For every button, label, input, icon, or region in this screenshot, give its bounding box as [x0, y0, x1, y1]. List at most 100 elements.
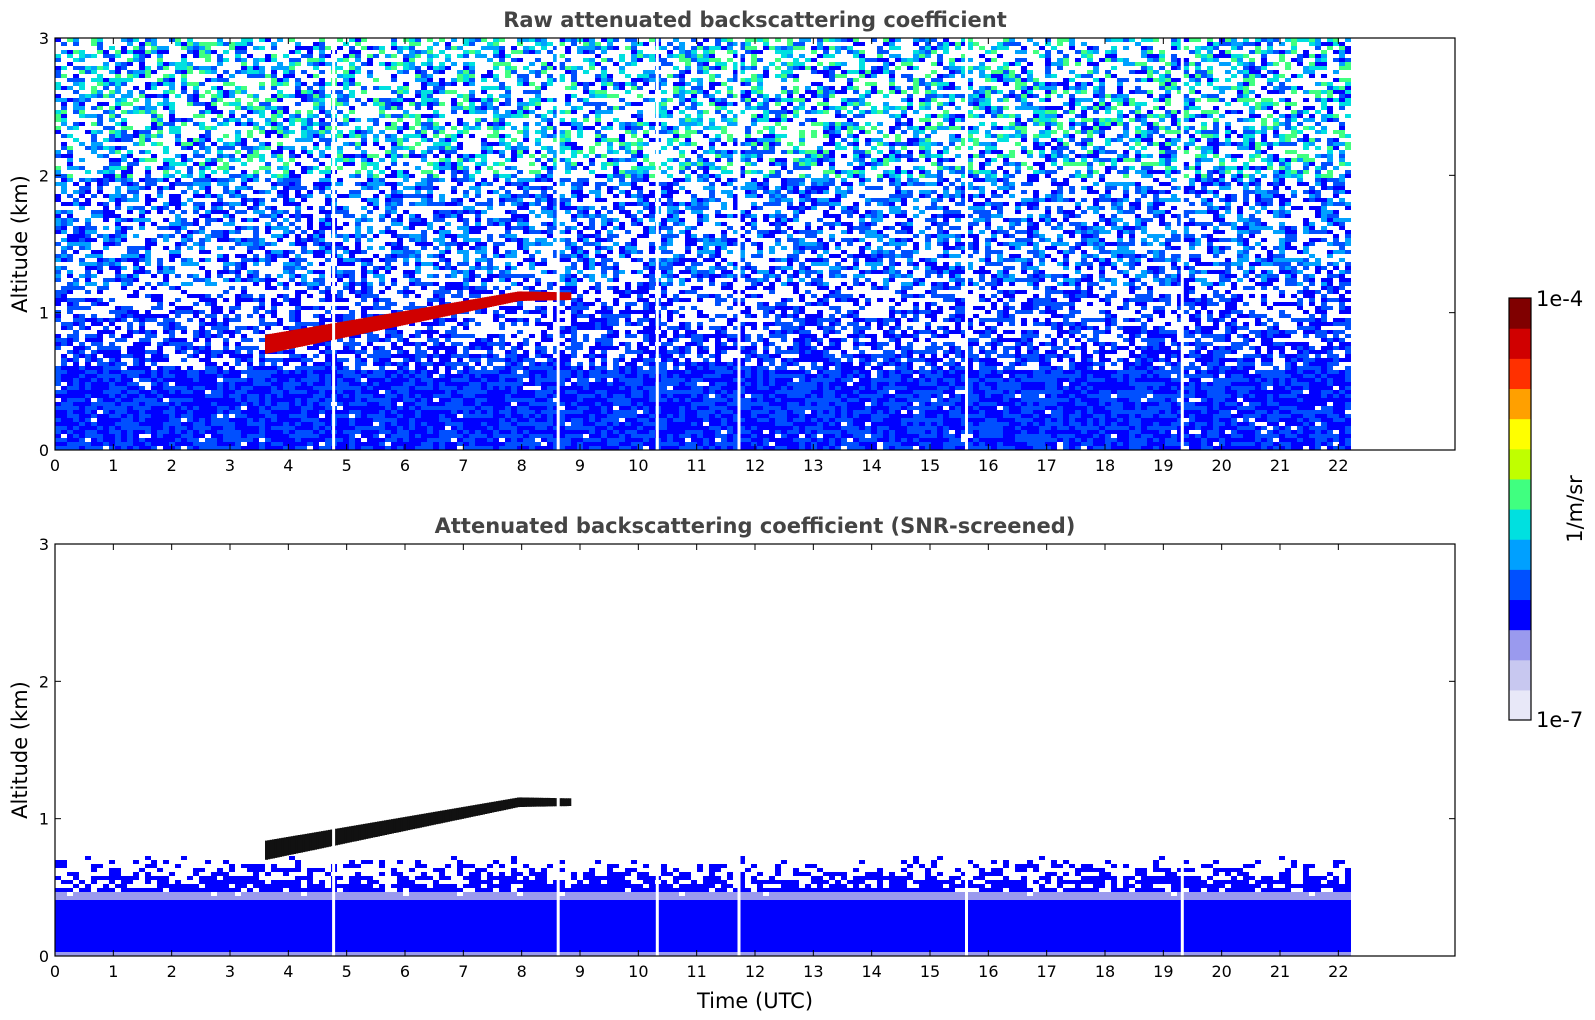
cell: [571, 94, 577, 98]
cell: [661, 126, 667, 130]
cell: [55, 82, 61, 86]
cell: [1315, 130, 1321, 134]
cell: [409, 134, 415, 138]
cell: [511, 154, 517, 158]
cell: [349, 118, 355, 122]
cell: [787, 110, 793, 114]
cell: [169, 118, 175, 122]
cell: [403, 114, 409, 118]
cell: [589, 94, 595, 98]
cell: [817, 146, 823, 150]
cell: [499, 50, 505, 54]
cell: [109, 174, 115, 178]
cell: [1321, 102, 1327, 106]
cell: [217, 122, 223, 126]
cell: [1339, 198, 1345, 202]
cell: [295, 46, 301, 50]
cell: [247, 106, 253, 110]
cell: [553, 130, 559, 134]
cell: [55, 154, 61, 158]
cell: [247, 54, 253, 58]
cell: [73, 126, 79, 130]
cell: [637, 178, 643, 182]
cell: [391, 158, 397, 162]
cell: [613, 38, 619, 42]
cell: [61, 74, 67, 78]
cell: [259, 102, 265, 106]
cell: [661, 194, 667, 198]
cell: [205, 106, 211, 110]
cell: [193, 66, 199, 70]
cell: [433, 54, 439, 58]
cell: [733, 42, 739, 46]
cell: [931, 70, 937, 74]
cell: [493, 46, 499, 50]
cell: [433, 178, 439, 182]
cell: [211, 178, 217, 182]
cell: [859, 66, 865, 70]
cell: [895, 186, 901, 190]
cell: [835, 198, 841, 202]
cell: [961, 74, 967, 78]
cell: [1267, 162, 1273, 166]
cell: [853, 174, 859, 178]
cell: [349, 66, 355, 70]
cell: [1039, 122, 1045, 126]
cell: [895, 198, 901, 202]
cell: [541, 82, 547, 86]
cell: [1195, 162, 1201, 166]
cell: [1009, 154, 1015, 158]
cell: [895, 174, 901, 178]
cell: [769, 198, 775, 202]
cell: [577, 190, 583, 194]
cell: [301, 166, 307, 170]
cell: [733, 94, 739, 98]
cell: [1195, 46, 1201, 50]
cell: [493, 178, 499, 182]
cell: [55, 198, 61, 202]
cell: [751, 78, 757, 82]
cell: [109, 82, 115, 86]
cell: [799, 106, 805, 110]
cell: [325, 198, 331, 202]
cell: [409, 42, 415, 46]
cell: [673, 54, 679, 58]
cell: [625, 74, 631, 78]
cell: [493, 86, 499, 90]
cell: [679, 54, 685, 58]
cell: [439, 102, 445, 106]
cell: [73, 78, 79, 82]
cell: [307, 170, 313, 174]
cell: [1039, 54, 1045, 58]
cell: [319, 42, 325, 46]
cell: [181, 70, 187, 74]
cell: [181, 146, 187, 150]
cell: [1291, 46, 1297, 50]
cell: [1009, 62, 1015, 66]
cell: [637, 166, 643, 170]
cell: [817, 150, 823, 154]
cell: [943, 110, 949, 114]
cell: [805, 186, 811, 190]
cell: [199, 194, 205, 198]
cell: [997, 46, 1003, 50]
cell: [1129, 98, 1135, 102]
cell: [817, 46, 823, 50]
cell: [487, 146, 493, 150]
cell: [613, 62, 619, 66]
cell: [283, 162, 289, 166]
cell: [823, 174, 829, 178]
cell: [1027, 154, 1033, 158]
cell: [1111, 50, 1117, 54]
cell: [1093, 110, 1099, 114]
cell: [223, 170, 229, 174]
cell: [1303, 50, 1309, 54]
cell: [121, 166, 127, 170]
cell: [1123, 182, 1129, 186]
cell: [1243, 118, 1249, 122]
cell: [697, 102, 703, 106]
cell: [1111, 162, 1117, 166]
cell: [943, 74, 949, 78]
cell: [775, 50, 781, 54]
cell: [1075, 162, 1081, 166]
